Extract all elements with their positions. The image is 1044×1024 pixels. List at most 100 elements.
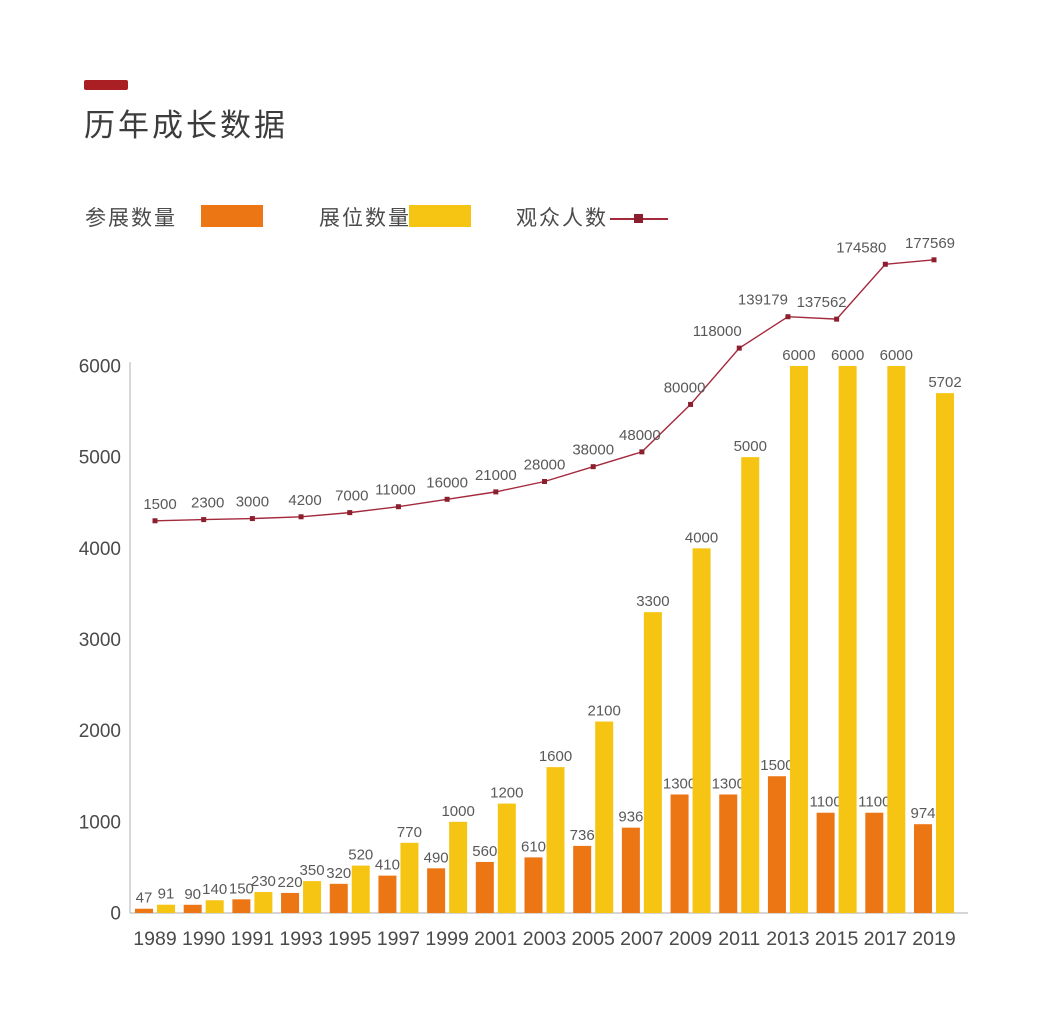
visitors-point (152, 518, 158, 524)
exhibitors-value-label: 1300 (663, 775, 696, 792)
title-accent-bar (84, 80, 128, 90)
visitors-point (347, 510, 353, 516)
exhibitors-value-label: 90 (184, 886, 201, 903)
legend-label-visitors: 观众人数 (516, 207, 608, 230)
visitors-point (395, 504, 401, 510)
exhibitors-value-label: 490 (424, 849, 449, 866)
visitors-value-label: 80000 (664, 379, 706, 396)
exhibitors-value-label: 1300 (712, 775, 745, 792)
booths-value-label: 6000 (782, 347, 815, 364)
visitors-point (444, 496, 450, 502)
exhibitors-value-label: 410 (375, 857, 400, 874)
x-axis-year-label: 2011 (718, 928, 760, 950)
bar-booths (254, 892, 273, 913)
booths-value-label: 6000 (831, 347, 864, 364)
legend-label-booths: 展位数量 (319, 207, 411, 230)
bar-booths (643, 612, 662, 913)
exhibitors-value-label: 1100 (809, 794, 841, 811)
visitors-value-label: 4200 (288, 492, 321, 509)
bar-exhibitors (378, 875, 397, 913)
visitors-point (736, 345, 742, 351)
visitors-value-label: 2300 (191, 495, 224, 512)
y-tick-label: 3000 (79, 630, 121, 651)
exhibitors-value-label: 736 (570, 827, 595, 844)
legend-swatch-exhibitors (201, 205, 263, 227)
bar-booths (303, 881, 322, 913)
visitors-point (493, 489, 499, 495)
visitors-point (882, 261, 888, 267)
legend-label-exhibitors: 参展数量 (85, 207, 177, 230)
booths-value-label: 2100 (588, 703, 621, 720)
exhibitors-value-label: 936 (618, 809, 643, 826)
exhibitors-value-label: 560 (472, 843, 497, 860)
bar-exhibitors (621, 827, 640, 913)
exhibitors-value-label: 1500 (760, 757, 793, 774)
bar-exhibitors (135, 908, 153, 913)
legend-square-marker-icon (634, 214, 643, 223)
bar-booths (838, 365, 857, 914)
bar-booths (692, 548, 711, 913)
visitors-point (298, 514, 304, 520)
booths-value-label: 3300 (636, 593, 669, 610)
x-axis-year-label: 2013 (766, 928, 809, 950)
booths-value-label: 350 (300, 862, 325, 879)
visitors-point (834, 316, 840, 322)
bar-exhibitors (914, 824, 932, 913)
y-tick-label: 5000 (79, 448, 121, 469)
bar-exhibitors (183, 904, 202, 913)
booths-value-label: 91 (158, 886, 175, 903)
booths-value-label: 1200 (490, 785, 523, 802)
visitors-point (785, 314, 791, 320)
x-axis-year-label: 1993 (279, 928, 322, 950)
visitors-point (639, 449, 645, 455)
visitors-value-label: 139179 (738, 292, 788, 309)
bar-exhibitors (475, 861, 494, 913)
bar-booths (741, 457, 760, 913)
x-axis-year-label: 2001 (474, 928, 517, 950)
visitors-value-label: 3000 (236, 494, 269, 511)
bar-exhibitors (524, 857, 543, 913)
visitors-point (201, 517, 207, 523)
bar-exhibitors (427, 868, 446, 913)
y-tick-label: 4000 (79, 539, 121, 560)
bar-booths (400, 842, 419, 913)
visitors-value-label: 137562 (797, 294, 847, 311)
bar-booths (351, 865, 370, 913)
page-title: 历年成长数据 (84, 108, 288, 143)
visitors-point (590, 464, 596, 470)
x-axis-year-label: 2019 (912, 928, 955, 950)
visitors-point (542, 479, 547, 485)
visitors-value-label: 38000 (572, 442, 614, 459)
bar-booths (546, 767, 565, 913)
bar-exhibitors (816, 812, 835, 913)
x-axis-year-label: 1990 (182, 928, 226, 950)
booths-value-label: 140 (202, 881, 227, 898)
booths-value-label: 230 (251, 873, 276, 890)
x-axis-year-label: 2003 (523, 928, 566, 950)
y-tick-label: 2000 (79, 721, 121, 742)
bar-exhibitors (719, 794, 738, 913)
bar-booths (789, 365, 808, 914)
booths-value-label: 520 (348, 847, 373, 864)
visitors-value-label: 118000 (693, 323, 742, 340)
exhibitors-value-label: 320 (326, 865, 351, 882)
x-axis-year-label: 2007 (620, 928, 663, 950)
exhibitors-value-label: 47 (136, 890, 153, 907)
booths-value-label: 1000 (441, 803, 474, 820)
y-tick-label: 6000 (79, 356, 121, 377)
bar-booths (936, 393, 954, 913)
visitors-point (931, 257, 937, 263)
bar-booths (205, 900, 224, 913)
booths-value-label: 770 (397, 824, 422, 841)
bar-exhibitors (232, 899, 251, 913)
booths-value-label: 4000 (685, 529, 718, 546)
legend-swatch-booths (409, 205, 471, 227)
booths-value-label: 5702 (928, 374, 961, 391)
booths-value-label: 1600 (539, 748, 572, 765)
bar-exhibitors (281, 892, 300, 913)
bar-exhibitors (329, 883, 348, 913)
exhibitors-value-label: 610 (521, 838, 546, 855)
x-axis-year-label: 1995 (328, 928, 372, 950)
legend-line-marker-visitors (610, 214, 668, 223)
